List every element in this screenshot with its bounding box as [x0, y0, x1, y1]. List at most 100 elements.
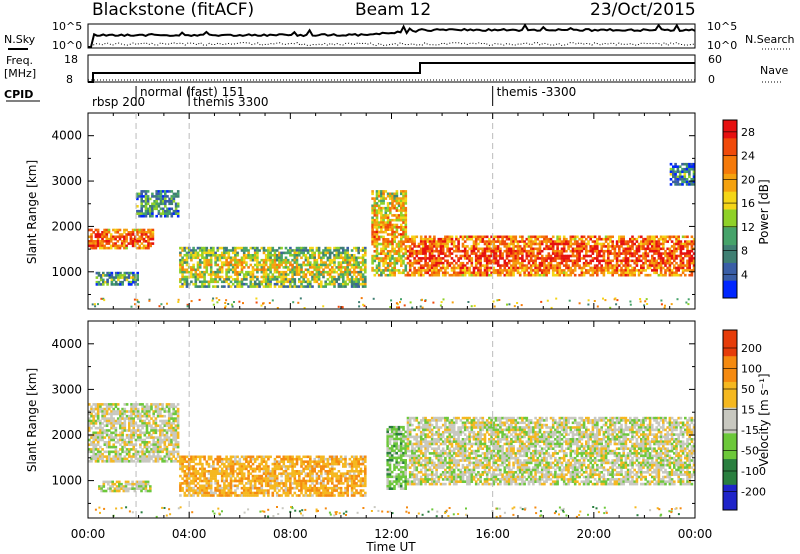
data-cell — [101, 240, 104, 243]
data-cell — [311, 249, 314, 252]
data-cell — [536, 237, 540, 241]
data-cell — [151, 202, 154, 206]
data-cell — [545, 273, 548, 277]
data-cell — [505, 237, 509, 241]
data-cell — [190, 472, 193, 475]
data-cell — [227, 275, 231, 279]
data-cell — [551, 235, 555, 239]
data-cell — [207, 285, 211, 288]
data-cell — [230, 303, 233, 306]
data-cell — [474, 261, 478, 265]
data-cell — [172, 443, 175, 446]
data-cell — [280, 256, 283, 260]
data-cell — [598, 261, 601, 265]
cpid-entry-0: rbsp 200 — [92, 95, 145, 109]
data-cell — [344, 251, 347, 255]
data-cell — [411, 306, 414, 309]
data-cell — [432, 301, 435, 304]
data-cell — [284, 275, 288, 279]
data-cell — [406, 273, 410, 277]
data-cell — [685, 170, 689, 174]
data-cell — [550, 306, 553, 309]
data-cell — [105, 429, 109, 432]
data-cell — [110, 450, 113, 454]
data-cell — [153, 200, 156, 203]
data-cell — [404, 197, 408, 200]
data-cell — [571, 242, 575, 246]
data-cell — [104, 480, 108, 484]
data-cell — [311, 278, 314, 281]
data-cell — [393, 269, 396, 272]
data-cell — [435, 242, 438, 246]
data-cell — [251, 273, 255, 276]
data-cell — [540, 264, 544, 267]
data-cell — [357, 251, 360, 255]
data-cell — [450, 273, 454, 277]
data-cell — [97, 280, 101, 284]
data-cell — [227, 457, 231, 461]
data-cell — [286, 261, 290, 264]
data-cell — [477, 249, 480, 253]
data-cell — [130, 417, 133, 420]
data-cell — [194, 474, 198, 478]
data-cell — [286, 266, 290, 269]
data-cell — [99, 276, 103, 279]
data-cell — [293, 268, 297, 272]
data-cell — [174, 433, 178, 437]
data-cell — [174, 205, 178, 208]
data-cell — [289, 282, 292, 286]
data-cell — [163, 441, 167, 444]
data-cell — [216, 479, 220, 483]
data-cell — [377, 209, 381, 212]
data-cell — [262, 280, 266, 284]
data-cell — [406, 237, 410, 241]
data-cell — [397, 252, 401, 255]
data-cell — [192, 282, 195, 286]
data-cell — [402, 228, 405, 231]
data-cell — [92, 414, 95, 418]
data-cell — [662, 252, 665, 255]
data-cell — [164, 197, 167, 201]
data-cell — [442, 298, 445, 301]
data-cell — [422, 257, 425, 260]
data-cell — [214, 256, 217, 260]
data-cell — [90, 436, 93, 439]
data-cell — [648, 249, 652, 253]
data-cell — [131, 240, 135, 243]
data-cell — [112, 244, 115, 248]
data-cell — [422, 237, 425, 241]
data-cell — [112, 455, 115, 458]
data-cell — [655, 264, 658, 267]
data-cell — [99, 235, 102, 239]
data-cell — [514, 245, 518, 248]
data-cell — [170, 429, 173, 432]
data-cell — [102, 480, 106, 484]
data-cell — [653, 266, 656, 270]
y-tick-label: 4000 — [51, 129, 82, 143]
data-cell — [596, 252, 599, 255]
data-cell — [183, 465, 187, 468]
data-cell — [503, 242, 507, 246]
data-cell — [457, 237, 460, 241]
data-cell — [455, 235, 458, 239]
data-cell — [348, 270, 352, 274]
data-cell — [94, 246, 98, 250]
data-cell — [353, 261, 356, 264]
data-cell — [183, 258, 187, 262]
data-cell — [216, 486, 220, 490]
data-cell — [433, 266, 436, 270]
data-cell — [94, 403, 98, 406]
data-cell — [103, 417, 107, 420]
data-cell — [146, 190, 150, 193]
data-cell — [470, 264, 474, 267]
data-cell — [331, 258, 334, 262]
data-cell — [139, 431, 142, 435]
data-cell — [145, 431, 149, 435]
data-cell — [108, 433, 111, 437]
data-cell — [176, 455, 180, 458]
data-cell — [679, 245, 683, 248]
data-cell — [143, 452, 147, 456]
data-cell — [664, 271, 667, 275]
data-cell — [406, 235, 410, 239]
data-cell — [481, 252, 485, 255]
